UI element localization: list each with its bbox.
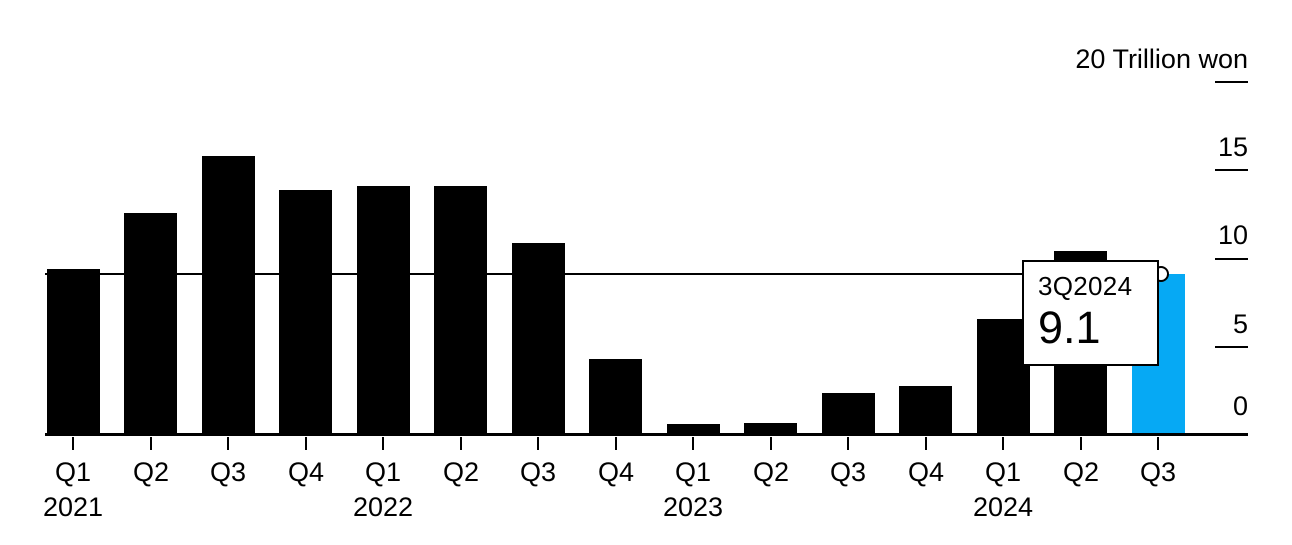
x-axis-quarter-label: Q1 [984,457,1022,487]
x-axis-quarter-label: Q2 [442,457,480,487]
y-axis-tick [1215,81,1248,83]
x-axis-tick [1157,437,1159,450]
y-axis-tick-label: 20 Trillion won [1075,43,1248,74]
bar[interactable] [589,359,642,435]
x-axis-quarter-label: Q3 [829,457,867,487]
bar[interactable] [822,393,875,435]
bar[interactable] [977,319,1030,435]
tooltip-title: 3Q2024 [1038,271,1133,301]
bar[interactable] [667,424,720,435]
x-axis-quarter-label: Q3 [519,457,557,487]
y-axis-tick-label: 10 [1217,219,1248,250]
x-axis-quarter-label: Q4 [287,457,325,487]
x-axis-tick [150,437,152,450]
x-axis-tick [305,437,307,450]
bar[interactable] [744,423,797,435]
x-axis-tick [925,437,927,450]
tooltip-value: 9.1 [1038,302,1101,354]
x-axis-quarter-label: Q1 [674,457,712,487]
bar[interactable] [512,243,565,435]
x-axis-tick [382,437,384,450]
x-axis-tick [692,437,694,450]
x-axis-quarter-label: Q4 [907,457,945,487]
tooltip: 3Q2024 9.1 [1022,260,1159,366]
y-axis-tick [1215,169,1248,171]
x-axis-tick [1080,437,1082,450]
y-axis-tick [1215,258,1248,260]
x-axis-tick [460,437,462,450]
x-axis-tick [72,437,74,450]
x-axis-line [45,433,1248,436]
x-axis-tick [770,437,772,450]
x-axis-year-label: 2024 [972,492,1034,522]
x-axis-tick [847,437,849,450]
bar[interactable] [47,269,100,435]
x-axis-quarter-label: Q3 [1139,457,1177,487]
x-axis-year-label: 2023 [662,492,724,522]
bar[interactable] [357,186,410,435]
x-axis-year-label: 2022 [352,492,414,522]
x-axis-quarter-label: Q2 [752,457,790,487]
x-axis-tick [537,437,539,450]
y-axis-tick [1215,346,1248,348]
x-axis-quarter-label: Q1 [54,457,92,487]
bar[interactable] [434,186,487,435]
bar[interactable] [279,190,332,435]
x-axis-quarter-label: Q3 [209,457,247,487]
y-axis-tick-label: 5 [1232,308,1248,339]
x-axis-year-label: 2021 [42,492,104,522]
bar[interactable] [124,213,177,435]
x-axis-quarter-label: Q4 [597,457,635,487]
bar[interactable] [202,156,255,435]
x-axis-quarter-label: Q1 [364,457,402,487]
x-axis-tick [1002,437,1004,450]
reference-line [45,273,1161,275]
x-axis-tick [227,437,229,450]
y-axis-tick-label: 0 [1232,390,1248,421]
x-axis-tick [615,437,617,450]
x-axis-quarter-label: Q2 [132,457,170,487]
x-axis-quarter-label: Q2 [1062,457,1100,487]
bar[interactable] [899,386,952,435]
y-axis-tick-label: 15 [1217,131,1248,162]
